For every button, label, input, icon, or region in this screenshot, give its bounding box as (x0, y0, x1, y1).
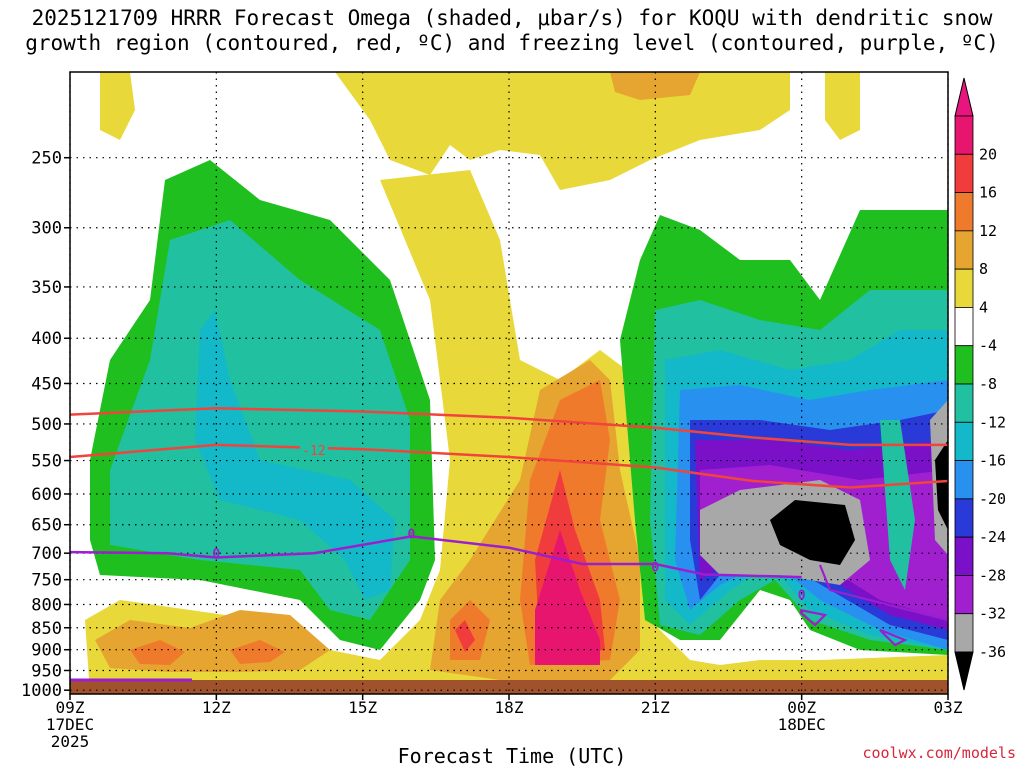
colorbar-bin (954, 536, 974, 576)
x-tick-label: 00Z (787, 698, 816, 717)
freezing-level-line (69, 535, 802, 579)
omega-shading (70, 72, 948, 694)
y-tick-label: 550 (31, 452, 62, 472)
colorbar-bin (954, 421, 974, 461)
colorbar-label: 4 (979, 298, 988, 316)
colorbar-bin (954, 268, 974, 308)
chart-title-line1: 2025121709 HRRR Forecast Omega (shaded, … (31, 6, 993, 30)
y-tick-label: 450 (31, 374, 62, 394)
colorbar-label: -32 (979, 605, 1006, 623)
freezing-level-label: 0 (212, 547, 220, 562)
y-tick-label: 800 (31, 595, 62, 615)
dgz-label-bg (299, 442, 328, 459)
x-tick-year: 2025 (51, 732, 90, 751)
y-tick-label: 350 (31, 278, 62, 298)
dgz-contour-label: -12 (302, 444, 325, 459)
colorbar: 20 16 12 8 4 -4 -8 -12 -16 -20 -24 -28 -32 -36 (954, 77, 1006, 691)
colorbar-label: -16 (979, 452, 1006, 470)
colorbar-bin (954, 153, 974, 193)
colorbar-bin (954, 613, 974, 653)
y-tick-label: 850 (31, 619, 62, 639)
colorbar-bin (954, 115, 974, 155)
colorbar-label: -8 (979, 375, 997, 393)
colorbar-label: -4 (979, 337, 997, 355)
chart-title: 2025121709 HRRR Forecast Omega (shaded, … (0, 6, 1024, 56)
y-tick-label: 300 (31, 219, 62, 239)
freezing-level-label: 0 (408, 527, 416, 542)
colorbar-label: -12 (979, 413, 1006, 431)
y-tick-label: 500 (31, 415, 62, 435)
y-tick-label: 900 (31, 641, 62, 661)
colorbar-bin (954, 575, 974, 615)
x-tick-label: 15Z (348, 698, 377, 717)
dgz-contour-line (69, 407, 948, 447)
y-tick-label: 400 (31, 329, 62, 349)
colorbar-label: -24 (979, 528, 1006, 546)
x-tick-date: 17DEC (46, 715, 94, 734)
freezing-level-loop (799, 608, 828, 627)
colorbar-label: -20 (979, 490, 1006, 508)
freezing-level-loop (879, 628, 908, 647)
x-tick-label: 21Z (641, 698, 670, 717)
colorbar-label: 20 (979, 145, 997, 163)
colorbar-bin (954, 307, 974, 347)
colorbar-bin (954, 192, 974, 232)
x-tick-label: 18Z (495, 698, 524, 717)
colorbar-label: -28 (979, 566, 1006, 584)
chart-title-line2: growth region (contoured, red, ºC) and f… (25, 31, 999, 55)
contour-layer: -12 0 0 0 0 (69, 407, 949, 682)
colorbar-bin (954, 230, 974, 270)
y-tick-label: 750 (31, 571, 62, 591)
colorbar-bottom-arrow (954, 651, 974, 691)
y-tick-label: 650 (31, 516, 62, 536)
colorbar-label: -36 (979, 643, 1006, 661)
chart-axes: 2503003504004505005506006507007508008509… (21, 71, 963, 751)
credit-text: coolwx.com/models (862, 744, 1016, 762)
x-tick-label: 12Z (202, 698, 231, 717)
colorbar-label: 8 (979, 260, 988, 278)
colorbar-top-arrow (954, 77, 974, 117)
colorbar-label: 12 (979, 222, 997, 240)
y-tick-label: 950 (31, 661, 62, 681)
colorbar-bin (954, 383, 974, 423)
y-tick-label: 600 (31, 485, 62, 505)
y-tick-label: 250 (31, 149, 62, 169)
colorbar-bin (954, 498, 974, 538)
colorbar-label: 16 (979, 184, 997, 202)
x-tick-label: 09Z (56, 698, 85, 717)
x-tick-date: 18DEC (778, 715, 826, 734)
colorbar-bin (954, 345, 974, 385)
x-tick-label: 03Z (934, 698, 963, 717)
colorbar-bin (954, 460, 974, 500)
freezing-level-label: 0 (651, 561, 659, 576)
y-tick-label: 700 (31, 544, 62, 564)
freezing-level-line-2 (818, 564, 949, 622)
dgz-contour-line (69, 443, 949, 489)
x-axis-title: Forecast Time (UTC) (397, 744, 627, 768)
y-tick-label: 1000 (21, 681, 62, 701)
freezing-level-label: 0 (798, 589, 806, 604)
